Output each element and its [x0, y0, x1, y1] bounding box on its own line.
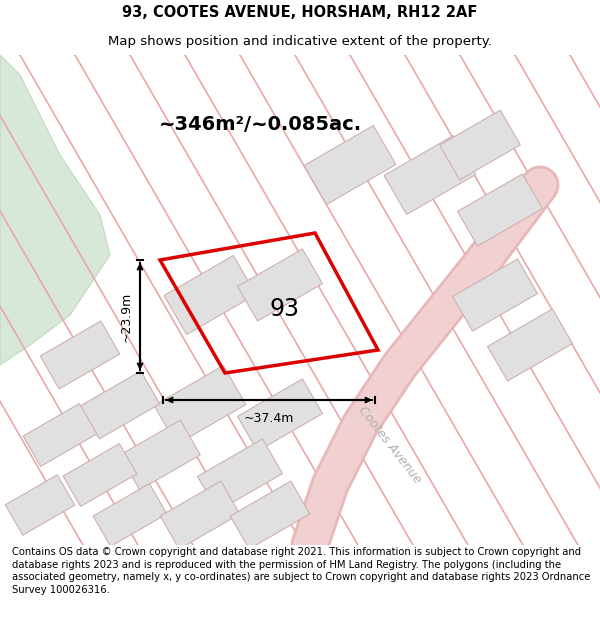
- Polygon shape: [197, 439, 283, 511]
- Polygon shape: [488, 309, 572, 381]
- Text: 93: 93: [269, 297, 299, 321]
- Polygon shape: [80, 371, 160, 439]
- Text: ~37.4m: ~37.4m: [244, 411, 294, 424]
- Polygon shape: [93, 484, 167, 546]
- Polygon shape: [230, 481, 310, 549]
- Polygon shape: [40, 321, 120, 389]
- Text: ~23.9m: ~23.9m: [119, 291, 133, 342]
- Polygon shape: [5, 475, 75, 535]
- Polygon shape: [440, 110, 520, 180]
- Text: Map shows position and indicative extent of the property.: Map shows position and indicative extent…: [108, 35, 492, 48]
- Polygon shape: [23, 404, 97, 466]
- Polygon shape: [154, 366, 246, 444]
- Polygon shape: [384, 136, 476, 214]
- Text: Cootes Avenue: Cootes Avenue: [356, 404, 424, 486]
- Text: Contains OS data © Crown copyright and database right 2021. This information is : Contains OS data © Crown copyright and d…: [12, 548, 590, 594]
- Polygon shape: [458, 174, 542, 246]
- Polygon shape: [238, 249, 322, 321]
- Polygon shape: [304, 126, 396, 204]
- Polygon shape: [160, 481, 240, 549]
- Polygon shape: [238, 379, 322, 451]
- Polygon shape: [0, 55, 110, 365]
- Polygon shape: [164, 256, 256, 334]
- Polygon shape: [119, 420, 200, 490]
- Polygon shape: [452, 259, 538, 331]
- Polygon shape: [63, 444, 137, 506]
- Text: 93, COOTES AVENUE, HORSHAM, RH12 2AF: 93, COOTES AVENUE, HORSHAM, RH12 2AF: [122, 4, 478, 19]
- Text: ~346m²/~0.085ac.: ~346m²/~0.085ac.: [158, 116, 362, 134]
